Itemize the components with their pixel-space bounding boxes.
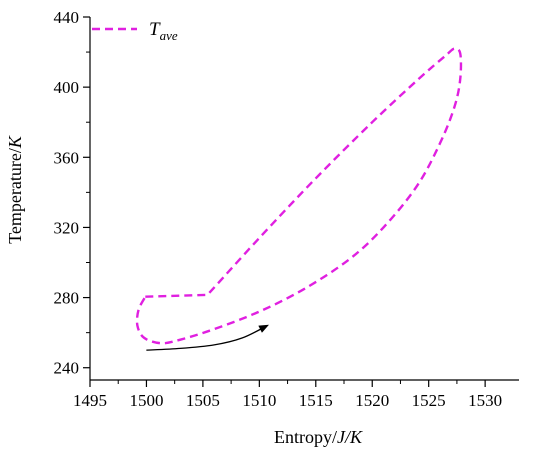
y-tick-label: 360 <box>54 148 80 167</box>
legend-label-t-ave: Tave <box>149 19 178 43</box>
legend-symbol: T <box>149 19 161 40</box>
x-axis-ticks: 1495 1500 1505 1510 1515 1520 1525 1530 <box>73 380 502 410</box>
direction-arrow <box>146 324 269 351</box>
x-tick-label: 1515 <box>299 391 333 410</box>
x-axis-label: Entropy/J/K <box>274 427 363 447</box>
x-tick-label: 1520 <box>355 391 389 410</box>
plot-frame <box>89 17 519 381</box>
y-tick-label: 240 <box>54 359 80 378</box>
x-axis-label-main: Entropy/ <box>274 427 337 447</box>
y-axis-label: Temperature/K <box>5 135 25 244</box>
x-tick-label: 1495 <box>73 391 107 410</box>
x-tick-label: 1525 <box>412 391 446 410</box>
series-t-ave <box>135 47 463 345</box>
y-tick-label: 280 <box>54 289 80 308</box>
series-line-t-ave <box>135 47 463 345</box>
y-axis-ticks: 240 280 320 360 400 440 <box>54 8 90 378</box>
x-tick-label: 1530 <box>468 391 502 410</box>
x-tick-label: 1500 <box>129 391 163 410</box>
y-tick-label: 400 <box>54 78 80 97</box>
x-axis-label-unit: J/K <box>337 427 363 447</box>
y-axis-label-main: Temperature/ <box>5 148 25 244</box>
legend-subscript: ave <box>160 28 178 43</box>
y-tick-label: 320 <box>54 218 80 237</box>
x-tick-label: 1505 <box>186 391 220 410</box>
y-axis-label-unit: K <box>5 135 25 149</box>
legend: Tave <box>92 19 178 43</box>
y-tick-label: 440 <box>54 8 80 27</box>
x-tick-label: 1510 <box>242 391 276 410</box>
